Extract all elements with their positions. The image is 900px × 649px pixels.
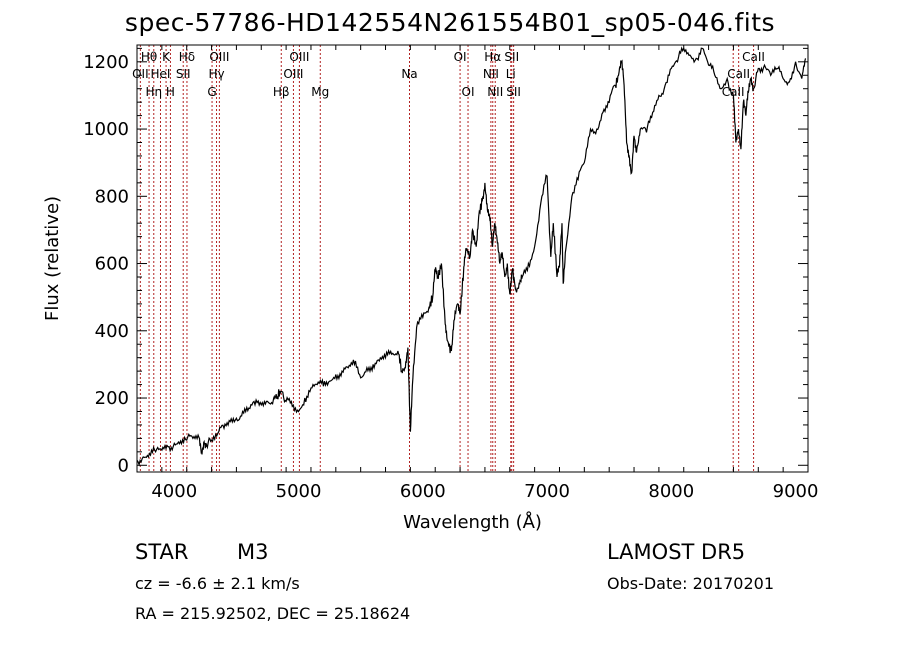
line-marker-label: OI [462,85,475,99]
x-axis-label: Wavelength (Å) [403,511,542,533]
object-class: STAR [135,540,189,564]
y-tick-label: 0 [118,455,129,476]
line-marker-label: NII [483,67,499,81]
line-marker-label: SII [176,67,191,81]
y-tick-label: 600 [95,254,129,275]
line-marker-label: OIII [289,50,309,64]
line-marker-label: HeI [151,67,171,81]
line-marker-label: Hδ [179,50,195,64]
line-marker-label: Mg [311,85,329,99]
x-tick-label: 6000 [400,481,446,502]
redshift-text: cz = -6.6 ± 2.1 km/s [135,574,300,593]
line-marker-label: Hη [145,85,162,99]
line-marker-label: NII [487,85,503,99]
line-marker-label: OI [454,50,467,64]
y-tick-label: 400 [95,321,129,342]
line-marker-label: Li [506,67,516,81]
x-tick-label: 9000 [773,481,819,502]
line-marker-labels-layer: OIIHθHηHeIKHSIIHδGHγOIIIHβOIIIOIIIMgNaOI… [132,50,765,99]
line-marker-label: OII [132,67,149,81]
y-tick-label: 1200 [83,52,129,73]
line-marker-label: OIII [209,50,229,64]
survey-name: LAMOST DR5 [607,540,746,564]
y-tick-label: 800 [95,186,129,207]
object-subclass: M3 [237,540,269,564]
line-markers-layer [139,45,755,472]
x-tick-label: 4000 [151,481,197,502]
line-marker-label: Hθ [141,50,157,64]
y-axis: 0 200 400 600 800 1000 1200 [83,47,808,476]
obs-date: Obs-Date: 20170201 [607,574,775,593]
line-marker-label: Hα [484,50,501,64]
line-marker-label: CaII [742,50,765,64]
line-marker-label: SII [504,50,519,64]
line-marker-label: Na [401,67,417,81]
chart-title: spec-57786-HD142554N261554B01_sp05-046.f… [124,8,776,37]
line-marker-label: Hβ [273,85,290,99]
line-marker-label: SII [506,85,521,99]
line-marker-label: OIII [283,67,303,81]
x-axis: 4000 5000 6000 7000 8000 9000 [136,45,819,502]
x-tick-label: 8000 [648,481,694,502]
y-axis-label: Flux (relative) [42,196,63,321]
x-tick-label: 7000 [524,481,570,502]
x-tick-label: 5000 [276,481,322,502]
line-marker-label: CaII [722,85,745,99]
y-tick-label: 1000 [83,119,129,140]
line-marker-label: H [166,85,175,99]
line-marker-label: Hγ [208,67,224,81]
coordinates-text: RA = 215.92502, DEC = 25.18624 [135,604,411,623]
spectrum-line [136,46,807,467]
plot-frame [136,44,809,473]
line-marker-label: CaII [727,67,750,81]
y-tick-label: 200 [95,388,129,409]
line-marker-label: K [162,50,171,64]
line-marker-label: G [207,85,216,99]
